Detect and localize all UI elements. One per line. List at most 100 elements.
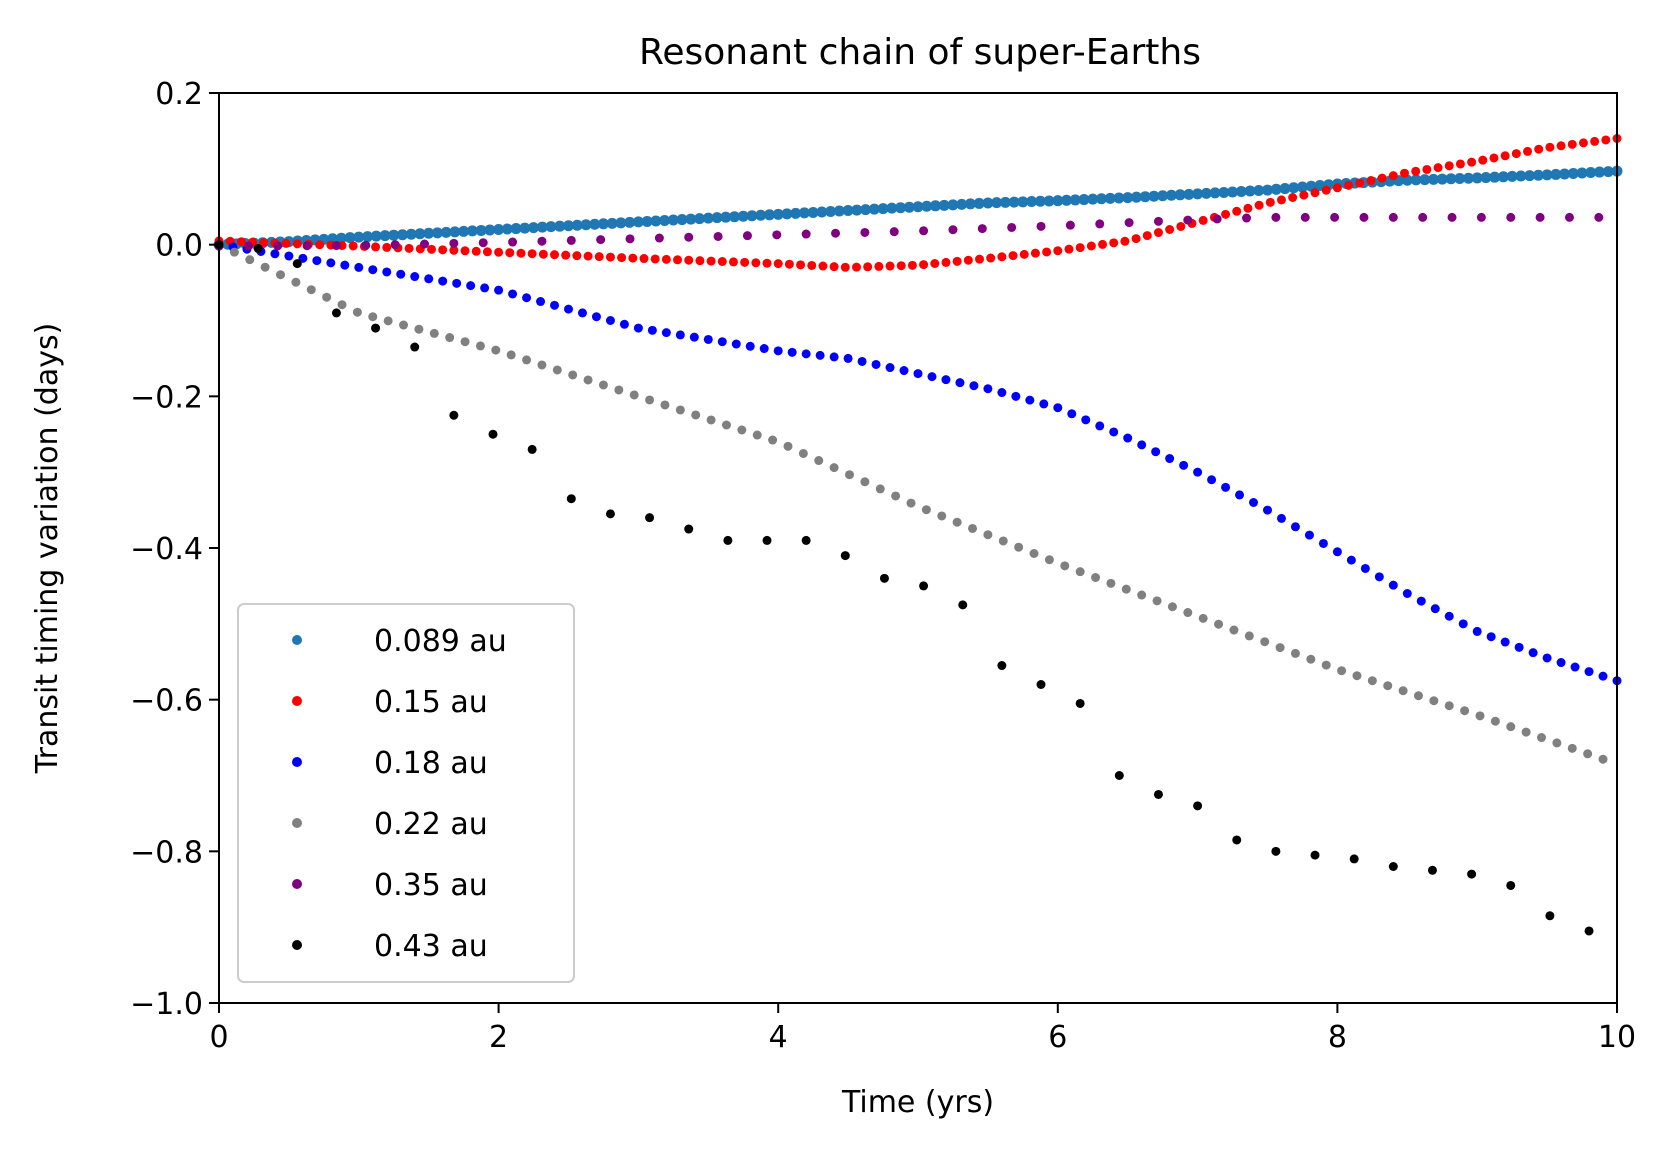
data-point xyxy=(1480,172,1492,184)
data-point xyxy=(508,289,518,299)
data-point xyxy=(947,199,959,211)
data-point xyxy=(449,226,461,238)
data-point xyxy=(1137,440,1147,450)
data-point xyxy=(597,218,609,230)
data-point xyxy=(860,227,870,237)
data-point xyxy=(1042,247,1052,257)
data-point xyxy=(1584,926,1594,936)
data-point xyxy=(842,205,854,217)
data-point xyxy=(335,232,347,244)
data-point xyxy=(1052,195,1064,207)
legend-marker xyxy=(292,940,302,950)
data-point xyxy=(1262,184,1273,196)
y-tick-label: 0.0 xyxy=(155,229,203,264)
data-point xyxy=(591,312,601,322)
data-point xyxy=(1344,180,1354,190)
data-point xyxy=(1321,660,1331,670)
data-point xyxy=(291,277,301,287)
data-point xyxy=(746,210,758,222)
data-point xyxy=(1104,192,1116,204)
y-tick-label: −0.6 xyxy=(130,684,203,719)
data-point xyxy=(1017,196,1029,208)
data-point xyxy=(868,203,880,215)
data-point xyxy=(537,236,547,246)
data-point xyxy=(528,222,540,234)
data-point xyxy=(1542,653,1552,663)
data-point xyxy=(1444,611,1454,621)
data-point xyxy=(684,232,694,242)
data-point xyxy=(921,505,931,515)
series-0-35-au xyxy=(214,212,1604,251)
data-point xyxy=(1036,221,1046,231)
data-point xyxy=(1460,706,1470,716)
legend-label: 0.18 au xyxy=(374,746,488,781)
data-point xyxy=(675,405,685,415)
data-point xyxy=(1011,391,1021,401)
y-tick-label: −0.4 xyxy=(130,532,203,567)
data-point xyxy=(1242,213,1252,223)
data-point xyxy=(871,359,881,369)
data-point xyxy=(315,240,325,250)
data-point xyxy=(292,259,302,269)
data-point xyxy=(955,378,965,388)
data-point xyxy=(645,395,655,405)
data-point xyxy=(963,255,973,265)
data-point xyxy=(941,375,951,385)
data-point xyxy=(952,256,962,266)
x-axis-ticks: 0 2 4 6 8 10 xyxy=(209,1003,1636,1055)
data-point xyxy=(352,307,362,317)
data-point xyxy=(691,410,701,420)
data-point xyxy=(1567,743,1577,753)
data-point xyxy=(742,231,752,241)
data-point xyxy=(684,524,694,534)
data-point xyxy=(968,523,978,533)
data-point xyxy=(1506,170,1518,182)
data-point xyxy=(958,600,968,610)
data-point xyxy=(388,229,400,241)
data-point xyxy=(1183,188,1195,200)
data-point xyxy=(1244,631,1254,641)
data-point xyxy=(1271,212,1281,222)
data-point xyxy=(1123,433,1133,443)
data-point xyxy=(816,206,828,218)
data-point xyxy=(921,200,933,212)
legend-label: 0.22 au xyxy=(374,807,488,842)
data-point xyxy=(641,215,653,227)
data-point xyxy=(1472,626,1482,636)
legend-label: 0.35 au xyxy=(374,868,488,903)
data-point xyxy=(510,223,522,235)
data-point xyxy=(429,328,439,338)
data-point xyxy=(1321,185,1331,195)
data-point xyxy=(1053,246,1063,256)
data-point xyxy=(245,255,255,265)
data-point xyxy=(1290,648,1300,658)
data-point xyxy=(1500,151,1510,161)
data-point xyxy=(1602,166,1614,178)
data-point xyxy=(1209,187,1221,199)
series-0-089-au xyxy=(213,165,1623,251)
data-point xyxy=(605,252,615,262)
data-point xyxy=(711,212,723,224)
data-point xyxy=(1550,168,1562,180)
data-point xyxy=(1176,221,1186,231)
data-point xyxy=(1467,869,1477,879)
data-point xyxy=(833,205,845,217)
data-point xyxy=(1270,183,1282,195)
data-point xyxy=(1008,251,1018,261)
data-point xyxy=(1167,602,1177,612)
data-point xyxy=(1486,632,1496,642)
data-point xyxy=(956,198,968,210)
data-point xyxy=(948,225,958,235)
data-point xyxy=(494,247,504,257)
y-tick-label: −0.2 xyxy=(130,380,203,415)
data-point xyxy=(1095,193,1107,205)
data-point xyxy=(875,484,885,494)
data-point xyxy=(1034,195,1046,207)
data-point xyxy=(368,265,378,275)
data-point xyxy=(619,319,629,329)
data-point xyxy=(1254,200,1264,210)
data-point xyxy=(1029,549,1039,558)
data-point xyxy=(452,278,462,288)
data-point xyxy=(1148,190,1160,202)
data-point xyxy=(550,300,560,310)
